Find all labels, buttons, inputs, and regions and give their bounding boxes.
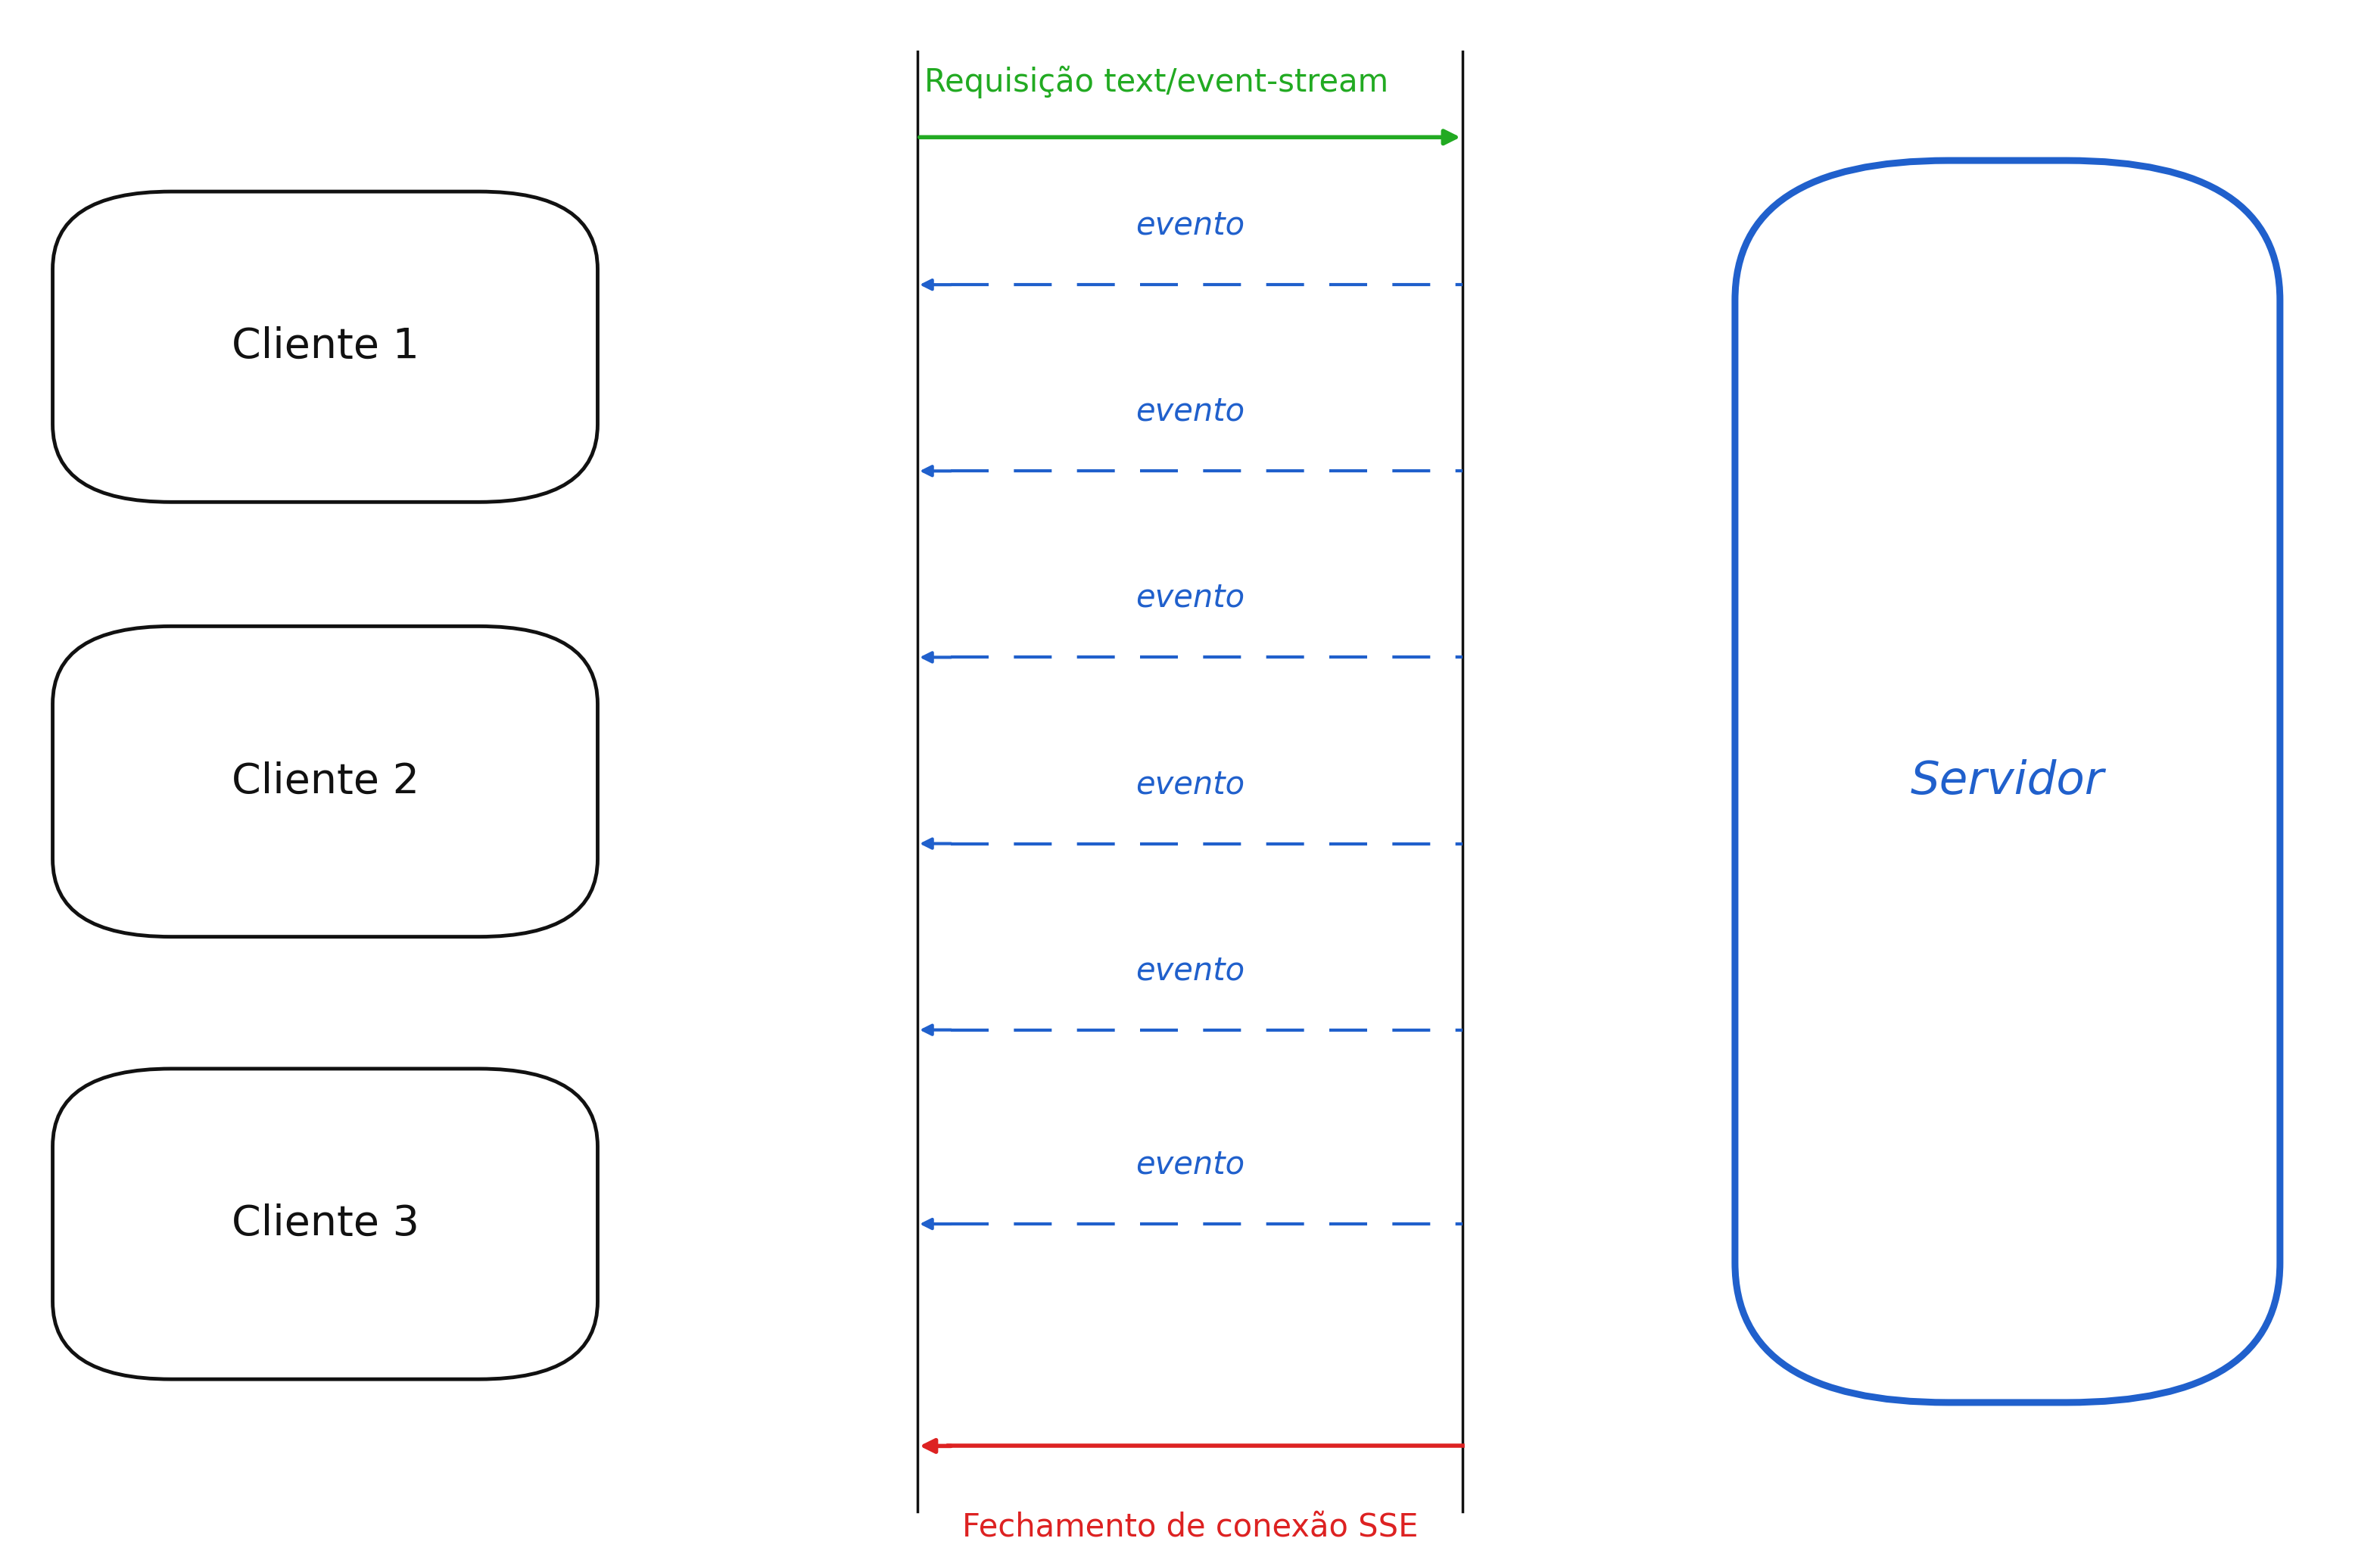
Text: evento: evento [1135, 769, 1245, 800]
Text: evento: evento [1135, 955, 1245, 986]
FancyBboxPatch shape [52, 1069, 597, 1379]
Text: Cliente 3: Cliente 3 [231, 1204, 419, 1244]
FancyBboxPatch shape [52, 192, 597, 502]
Text: evento: evento [1135, 209, 1245, 241]
Text: Fechamento de conexão SSE: Fechamento de conexão SSE [962, 1511, 1418, 1543]
Text: Requisição text/event-stream: Requisição text/event-stream [923, 66, 1390, 98]
Text: evento: evento [1135, 1149, 1245, 1180]
Text: evento: evento [1135, 395, 1245, 428]
Text: evento: evento [1135, 581, 1245, 614]
Text: Cliente 1: Cliente 1 [231, 327, 419, 367]
FancyBboxPatch shape [52, 627, 597, 936]
Text: Servidor: Servidor [1911, 760, 2104, 803]
FancyBboxPatch shape [1735, 161, 2280, 1402]
Text: Cliente 2: Cliente 2 [231, 761, 419, 802]
